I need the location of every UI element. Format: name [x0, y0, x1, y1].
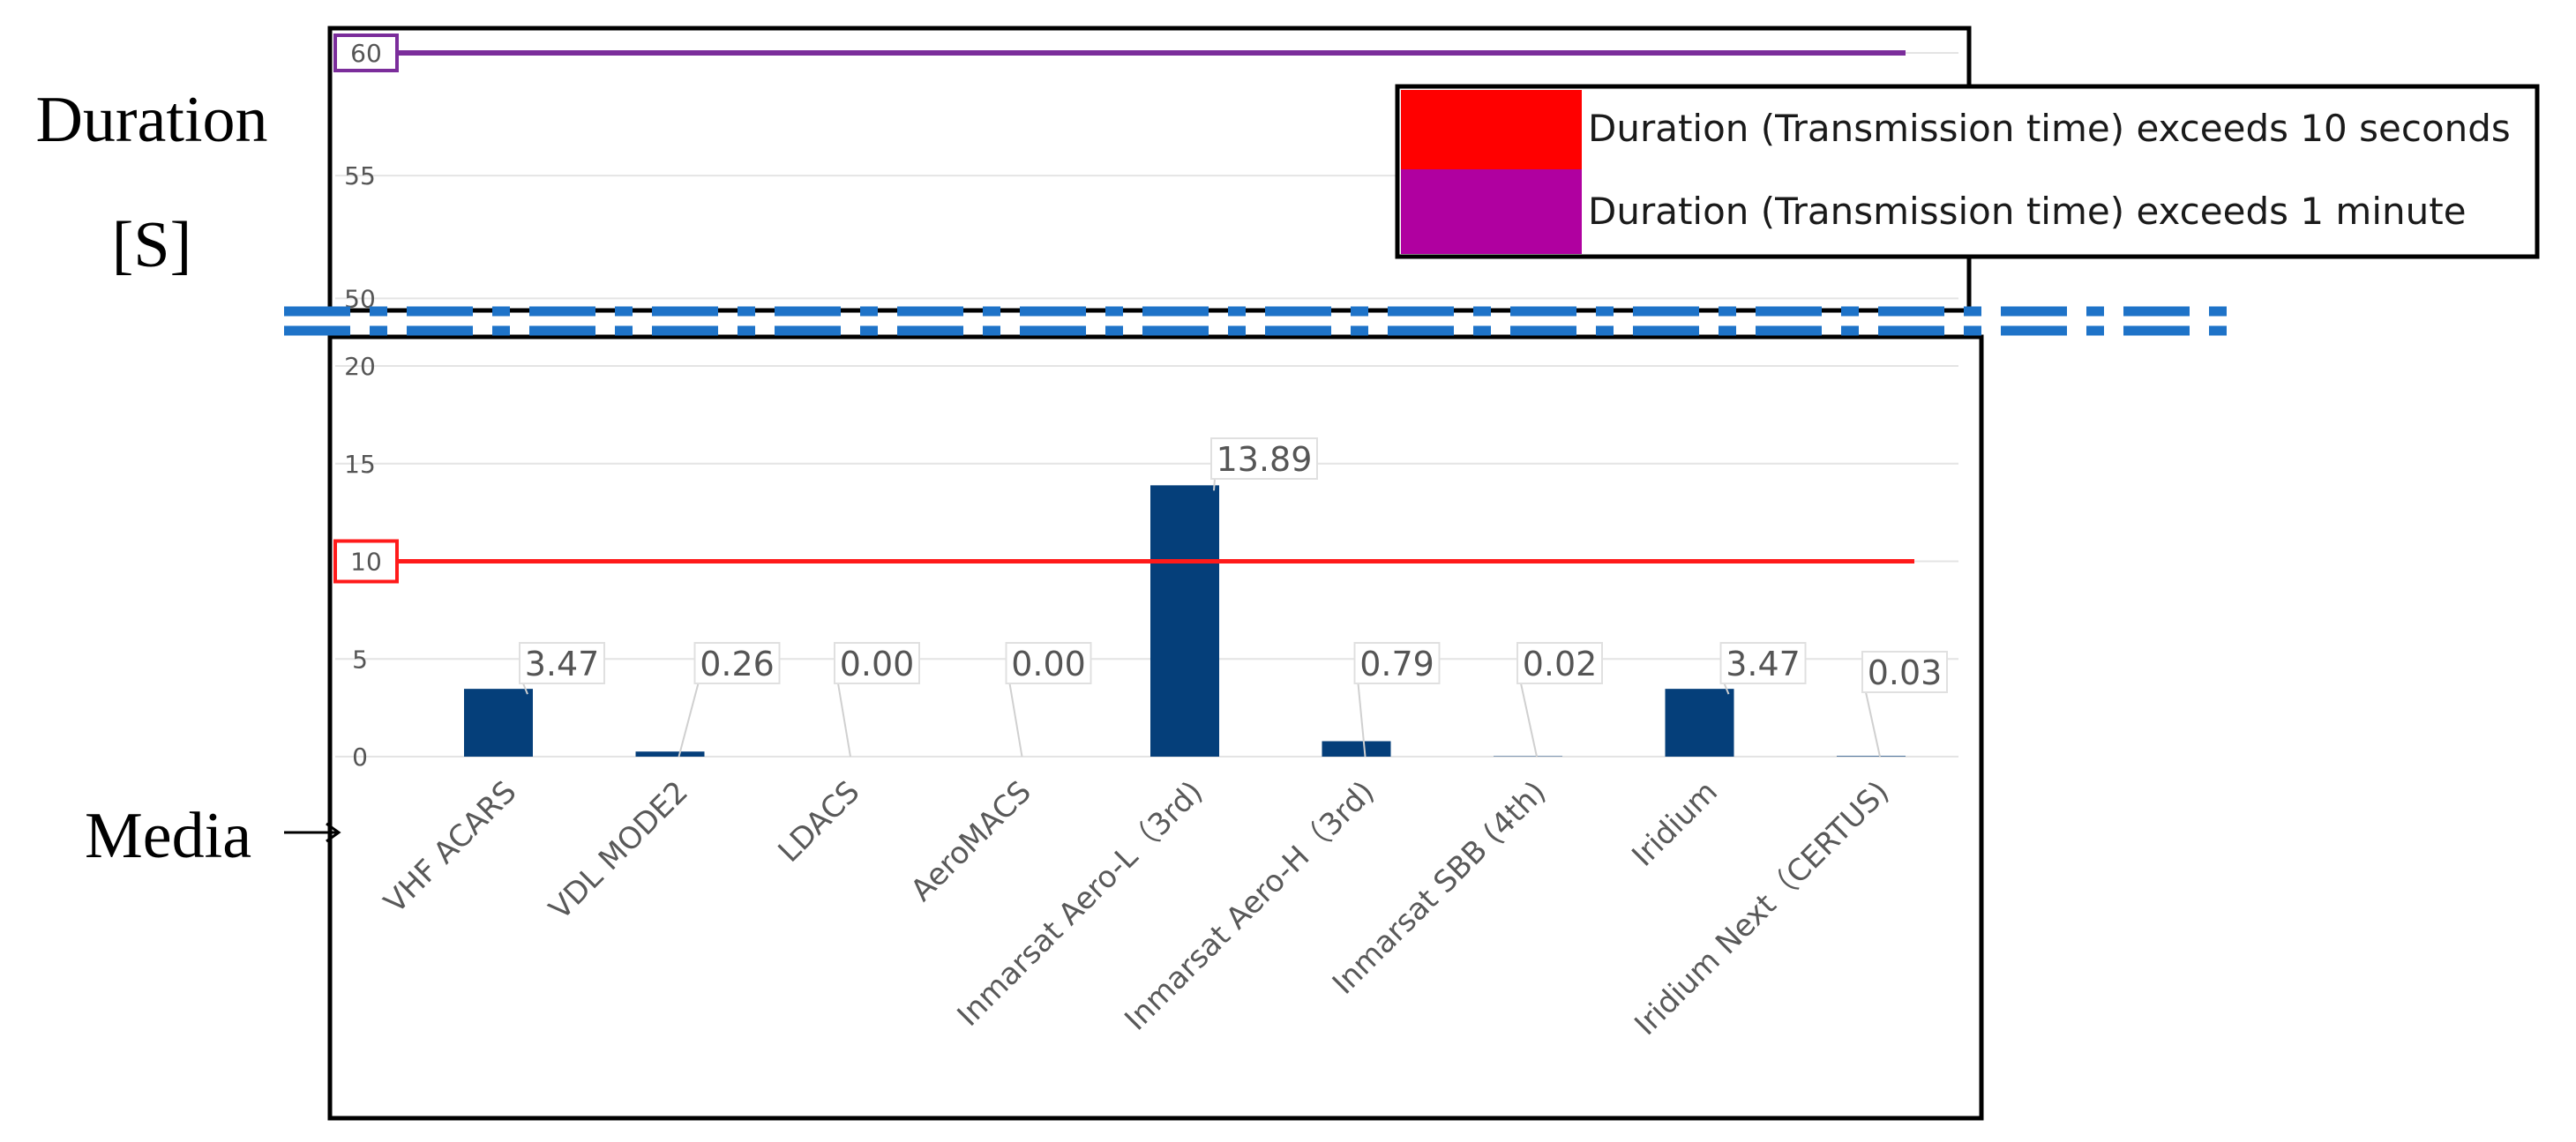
legend-label-10-seconds: Duration (Transmission time) exceeds 10 … [1588, 107, 2511, 150]
value-label-box-8 [1861, 651, 1948, 693]
legend-frame [1395, 84, 2540, 259]
legend: Duration (Transmission time) exceeds 10 … [1395, 84, 2540, 259]
legend-swatch-red [1401, 90, 1582, 169]
label-leader-8 [1865, 691, 1881, 758]
value-label-box-6 [1516, 642, 1603, 684]
value-label-4: 13.89 [1217, 440, 1313, 479]
label-leader-6 [1520, 683, 1538, 758]
upper-y-tick-label: 55 [344, 161, 376, 190]
legend-label-1-minute: Duration (Transmission time) exceeds 1 m… [1588, 190, 2467, 233]
label-leader-3 [1008, 683, 1023, 758]
legend-swatch-purple [1401, 169, 1582, 254]
value-label-3: 0.00 [1011, 645, 1086, 683]
value-label-0: 3.47 [525, 645, 600, 683]
bar-4 [1150, 485, 1219, 757]
value-label-box-4 [1210, 437, 1318, 480]
x-tick-label-7: Iridium [1625, 774, 1725, 874]
value-label-1: 0.26 [700, 645, 775, 683]
value-label-6: 0.02 [1523, 645, 1598, 683]
bar-5 [1322, 741, 1391, 757]
value-label-box-0 [519, 642, 605, 684]
label-leader-4 [1213, 478, 1216, 491]
x-tick-label-0: VHF ACARS [378, 774, 524, 921]
lower-y-tick-label: 0 [352, 743, 368, 772]
x-tick-labels: VHF ACARS VDL MODE2 LDACS AeroMACSInmarsat … [378, 774, 1897, 1042]
value-label-5: 0.79 [1359, 645, 1434, 683]
label-leader-lines [522, 478, 1881, 758]
value-label-box-2 [834, 642, 920, 684]
threshold-label-60: 60 [350, 39, 382, 68]
lower-y-tick-label: 20 [344, 352, 376, 381]
value-label-box-7 [1719, 642, 1807, 684]
value-label-box-3 [1005, 642, 1092, 684]
value-label-2: 0.00 [840, 645, 915, 683]
label-leader-1 [678, 683, 700, 758]
threshold-label-box-10 [333, 539, 399, 584]
label-leader-5 [1357, 683, 1367, 758]
bar-0 [464, 689, 533, 757]
value-labels: 3.47 0.26 0.00 0.00 13.89 0.79 0.02 3.47 0.03 [519, 437, 1948, 693]
value-label-box-5 [1353, 642, 1441, 684]
label-leader-0 [522, 683, 528, 695]
label-leader-7 [1723, 683, 1730, 695]
value-label-box-1 [693, 642, 781, 684]
value-label-8: 0.03 [1868, 653, 1943, 692]
y-axis-title-unit: [S] [112, 209, 191, 281]
bar-1 [635, 751, 705, 757]
value-label-7: 3.47 [1726, 645, 1801, 683]
threshold-label-box-60 [333, 34, 399, 72]
x-tick-label-2: LDACS [772, 774, 867, 870]
threshold-label-10: 10 [350, 548, 382, 577]
label-leader-2 [837, 683, 851, 758]
bar-7 [1665, 689, 1734, 757]
y-axis-title-duration: Duration [35, 84, 267, 156]
x-tick-label-1: VDL MODE2 [543, 774, 695, 927]
bar-8 [1837, 756, 1906, 757]
lower-y-tick-label: 15 [344, 450, 376, 479]
x-tick-label-3: AeroMACS [904, 774, 1038, 908]
x-axis-title-arrow [284, 822, 341, 843]
lower-y-tick-label: 5 [352, 645, 368, 674]
threshold-lines: 10 60 [333, 34, 1914, 584]
lower-panel-frame [327, 334, 1984, 1121]
bars [464, 485, 1906, 757]
axis-break-marker [284, 306, 2237, 336]
lower-y-ticks: 0 5 15 20 [344, 352, 376, 772]
x-axis-title-media: Media [85, 800, 251, 872]
